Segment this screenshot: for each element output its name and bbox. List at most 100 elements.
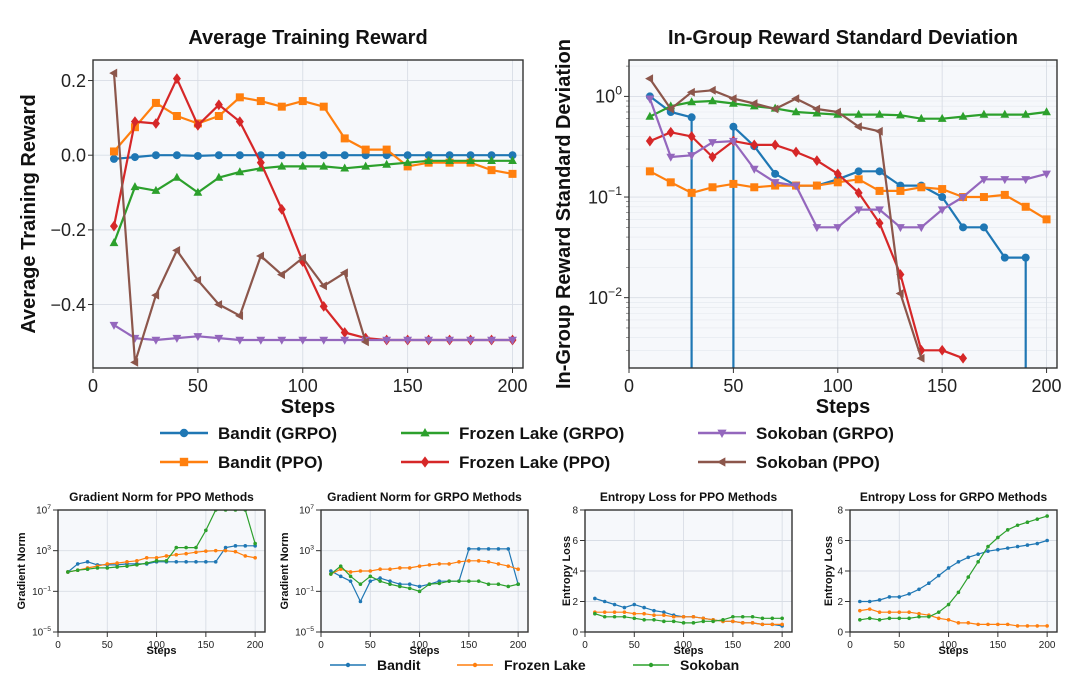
data-point <box>854 109 864 118</box>
data-point <box>172 151 181 160</box>
data-point <box>701 619 706 624</box>
data-point <box>867 599 872 604</box>
data-point <box>193 275 202 285</box>
x-axis-label: Steps <box>281 396 335 418</box>
data-point <box>85 560 90 564</box>
x-tick-label: 100 <box>288 376 318 396</box>
data-point <box>645 167 654 176</box>
data-point <box>976 552 980 557</box>
data-point <box>652 608 656 613</box>
data-point <box>235 336 245 345</box>
data-point <box>466 156 475 164</box>
data-point <box>791 107 801 116</box>
data-point <box>1000 190 1009 199</box>
data-point <box>172 172 182 181</box>
data-point <box>417 584 422 589</box>
x-tick-label: 150 <box>393 376 423 396</box>
data-point <box>403 151 412 160</box>
data-point <box>996 535 1000 540</box>
plot-frame <box>628 59 1058 369</box>
data-point <box>130 116 139 127</box>
data-point <box>1000 176 1010 185</box>
data-point <box>833 224 843 233</box>
legend-marker <box>472 662 478 668</box>
series-line-frozen-lake-grpo- <box>649 99 1047 120</box>
legend-marker <box>420 427 430 437</box>
data-point <box>936 616 941 621</box>
data-point <box>986 544 990 549</box>
legend-label: Frozen Lake (GRPO) <box>459 424 624 443</box>
data-point <box>508 169 517 178</box>
data-point <box>875 109 884 118</box>
y-tick-label: 4 <box>572 567 578 578</box>
data-point <box>686 87 695 97</box>
data-point <box>917 611 921 616</box>
data-point <box>622 610 627 614</box>
data-point <box>937 206 947 215</box>
data-point <box>996 547 1000 552</box>
data-point <box>662 613 666 618</box>
data-point <box>896 110 905 119</box>
data-point <box>729 179 738 188</box>
data-point <box>632 616 637 621</box>
y-axis-label: Entropy Loss <box>823 536 835 606</box>
x-tick-label: 0 <box>318 640 324 651</box>
data-point <box>318 281 327 291</box>
data-point <box>214 334 224 343</box>
data-point <box>877 598 882 602</box>
data-point <box>298 161 308 170</box>
data-point <box>812 155 821 167</box>
data-point <box>937 113 947 122</box>
data-point <box>708 139 717 148</box>
data-point <box>770 616 775 621</box>
data-point <box>403 162 412 171</box>
data-point <box>791 182 801 191</box>
data-point <box>875 206 884 215</box>
data-point <box>447 562 451 566</box>
data-point <box>360 337 369 347</box>
series-group <box>329 547 520 604</box>
legend-marker <box>179 457 189 467</box>
data-point <box>508 156 517 164</box>
data-point <box>812 108 822 117</box>
data-point <box>424 156 434 164</box>
data-point <box>976 622 980 627</box>
series-line-sokoban-ppo- <box>648 78 923 359</box>
data-point <box>986 549 990 553</box>
data-point <box>184 545 188 550</box>
data-point <box>193 151 202 160</box>
data-point <box>956 560 961 564</box>
data-point <box>506 584 511 589</box>
data-point <box>424 151 433 160</box>
y-tick-label: 8 <box>837 506 843 517</box>
data-point <box>1000 109 1010 118</box>
data-point <box>194 545 198 550</box>
y-axis-label: Entropy Loss <box>561 536 573 606</box>
data-point <box>368 574 373 579</box>
data-point <box>194 560 198 564</box>
data-point <box>214 112 223 120</box>
legend-label: Bandit (GRPO) <box>218 424 337 443</box>
data-point <box>424 336 434 345</box>
data-point <box>298 97 307 106</box>
x-tick-label: 150 <box>725 640 742 651</box>
data-point <box>338 574 343 579</box>
chart-title: In-Group Reward Standard Deviation <box>668 27 1018 49</box>
x-tick-label: 0 <box>624 376 634 396</box>
data-point <box>770 104 779 114</box>
data-point <box>398 566 402 570</box>
x-tick-label: 50 <box>723 376 743 396</box>
data-point <box>907 592 911 596</box>
y-tick-label: 6 <box>837 536 843 547</box>
data-point <box>125 564 129 568</box>
chart-title: Entropy Loss for PPO Methods <box>600 490 778 504</box>
plot-area <box>629 60 1057 368</box>
data-point <box>740 614 745 619</box>
data-point <box>256 251 265 261</box>
x-tick-label: 200 <box>1039 640 1056 651</box>
x-tick-label: 50 <box>894 640 906 651</box>
data-point <box>184 551 188 556</box>
data-point <box>388 582 392 587</box>
data-point <box>427 582 432 587</box>
